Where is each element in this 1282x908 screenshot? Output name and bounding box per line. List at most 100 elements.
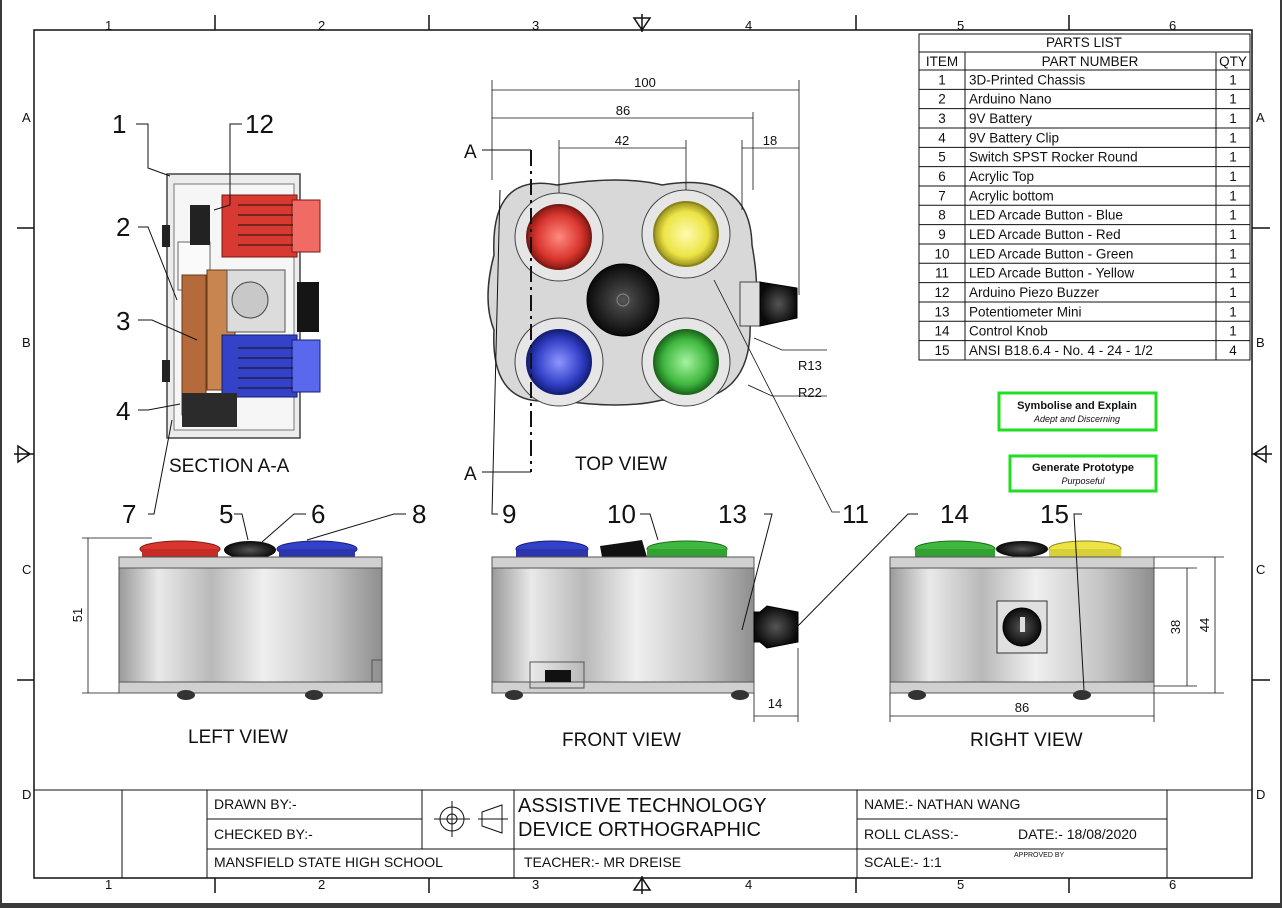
col-label: 3 (532, 18, 539, 33)
top-view (487, 179, 798, 407)
tag-generate: Generate Prototype Purposeful (1008, 454, 1158, 493)
parts-list-item: 2 (938, 92, 946, 107)
dim-top-width: 100 (634, 75, 656, 90)
drawing-title-line1: ASSISTIVE TECHNOLOGY (518, 795, 767, 817)
parts-list-qty: 1 (1229, 150, 1237, 165)
col-label: 6 (1169, 18, 1176, 33)
parts-list-part: LED Arcade Button - Red (969, 227, 1121, 242)
parts-list-header-item: ITEM (926, 54, 958, 69)
approved-by-label: APPROVED BY (1014, 852, 1065, 859)
parts-list-part: Acrylic Top (969, 169, 1034, 184)
parts-list-qty: 1 (1229, 111, 1237, 126)
parts-list-header-qty: QTY (1219, 54, 1247, 69)
dim-top-42: 42 (615, 133, 629, 148)
front-view-dimension (753, 648, 799, 722)
dim-top-18: 18 (763, 133, 777, 148)
col-label: 3 (532, 877, 539, 892)
row-label: A (1256, 110, 1265, 125)
balloon-1: 1 (112, 109, 126, 139)
dim-left-height: 51 (70, 608, 85, 622)
title-block (34, 789, 1252, 878)
balloon-12: 12 (245, 109, 274, 139)
balloon-9: 9 (502, 499, 516, 529)
parts-list-item: 8 (938, 208, 946, 223)
parts-list-qty: 1 (1229, 285, 1237, 300)
parts-list-qty: 1 (1229, 72, 1237, 87)
left-view (118, 540, 383, 700)
right-view-leaders (1073, 513, 1085, 691)
drawing-date: DATE:- 18/08/2020 (1018, 826, 1137, 842)
row-label: A (22, 110, 31, 125)
zone-ticks (17, 15, 1270, 893)
col-label: 1 (105, 877, 112, 892)
drawing-scale: SCALE:- 1:1 (864, 854, 942, 870)
tag-subtitle: Adept and Discerning (1033, 414, 1120, 424)
parts-list-qty: 1 (1229, 227, 1237, 242)
teacher-name: TEACHER:- MR DREISE (524, 854, 681, 870)
dim-right-38: 38 (1168, 620, 1183, 634)
front-view-label: FRONT VIEW (562, 730, 681, 751)
checked-by-label: CHECKED BY:- (214, 826, 313, 842)
student-name: NAME:- NATHAN WANG (864, 796, 1020, 812)
front-view-leaders (491, 189, 918, 633)
balloon-5: 5 (219, 499, 233, 529)
parts-list-qty: 4 (1229, 343, 1237, 358)
parts-list-part: Acrylic bottom (969, 188, 1054, 203)
parts-list-item: 14 (934, 324, 950, 339)
parts-list-item: 13 (934, 304, 949, 319)
col-label: 5 (957, 877, 964, 892)
parts-list-item: 3 (938, 111, 946, 126)
col-label: 1 (105, 18, 112, 33)
dim-right-86: 86 (1015, 700, 1029, 715)
top-view-dimensions (491, 80, 840, 513)
balloon-4: 4 (116, 396, 130, 426)
school-name: MANSFIELD STATE HIGH SCHOOL (214, 854, 443, 870)
dim-r22: R22 (798, 385, 822, 400)
column-labels-top: 1 2 3 4 5 6 (105, 18, 1176, 33)
parts-list-item: 1 (938, 72, 946, 87)
balloon-15: 15 (1040, 499, 1069, 529)
section-cut-line (482, 149, 532, 473)
balloon-2: 2 (116, 212, 130, 242)
col-label: 2 (318, 877, 325, 892)
section-view-label: SECTION A-A (169, 456, 290, 477)
row-labels: A B C D A B C D (22, 110, 1265, 802)
parts-list-part: 9V Battery Clip (969, 130, 1059, 145)
drawing-title-line2: DEVICE ORTHOGRAPHIC (518, 819, 761, 841)
dim-right-44: 44 (1197, 618, 1212, 632)
balloon-13: 13 (718, 499, 747, 529)
parts-list-qty: 1 (1229, 266, 1237, 281)
parts-list-item: 15 (934, 343, 949, 358)
row-label: C (1256, 562, 1265, 577)
row-label: D (22, 787, 31, 802)
parts-list-item: 7 (938, 188, 946, 203)
right-view-dimensions (889, 556, 1224, 722)
dim-top-86: 86 (616, 103, 630, 118)
parts-list-qty: 1 (1229, 92, 1237, 107)
tag-title: Generate Prototype (1032, 462, 1134, 474)
dim-front-14: 14 (768, 696, 782, 711)
parts-list-part: Potentiometer Mini (969, 304, 1082, 319)
parts-list-qty: 1 (1229, 130, 1237, 145)
left-view-dimension (82, 537, 152, 694)
balloon-14: 14 (940, 499, 969, 529)
balloon-8: 8 (412, 499, 426, 529)
row-label: C (22, 562, 31, 577)
parts-list-qty: 1 (1229, 188, 1237, 203)
parts-list-item: 12 (934, 285, 949, 300)
parts-list: PARTS LIST ITEM PART NUMBER QTY 1 3D-Prin… (918, 33, 1251, 361)
parts-list-part: 9V Battery (969, 111, 1032, 126)
right-view (889, 540, 1155, 700)
section-view (162, 173, 321, 439)
tag-subtitle: Purposeful (1061, 476, 1105, 486)
parts-list-rows: 1 3D-Printed Chassis 12 Arduino Nano 13 9V Ba… (919, 72, 1250, 361)
parts-list-qty: 1 (1229, 208, 1237, 223)
parts-list-qty: 1 (1229, 246, 1237, 261)
col-label: 6 (1169, 877, 1176, 892)
col-label: 4 (745, 877, 752, 892)
column-labels-bottom: 1 2 3 4 5 6 (105, 877, 1176, 892)
right-view-label: RIGHT VIEW (970, 730, 1083, 751)
front-view (491, 540, 799, 700)
parts-list-part: Control Knob (969, 324, 1048, 339)
